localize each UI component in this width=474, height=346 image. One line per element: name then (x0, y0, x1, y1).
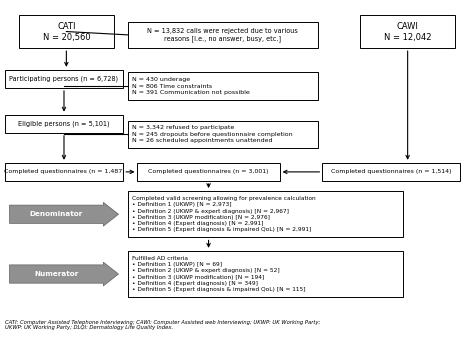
FancyBboxPatch shape (128, 191, 403, 237)
Text: N = 430 underage
N = 806 Time constraints
N = 391 Communication not possible: N = 430 underage N = 806 Time constraint… (132, 77, 249, 95)
Text: N = 3,342 refused to participate
N = 245 dropouts before questionnaire completio: N = 3,342 refused to participate N = 245… (132, 126, 292, 143)
Text: Numerator: Numerator (34, 271, 79, 277)
Text: CAWI
N = 12,042: CAWI N = 12,042 (384, 21, 431, 42)
FancyBboxPatch shape (19, 15, 114, 48)
Text: CATI: Computer Assisted Telephone Interviewing; CAWI: Computer Assisted web Inte: CATI: Computer Assisted Telephone Interv… (5, 320, 320, 330)
Text: N = 13,832 calls were rejected due to various
reasons [i.e., no answer, busy, et: N = 13,832 calls were rejected due to va… (147, 28, 298, 42)
Text: CATI
N = 20,560: CATI N = 20,560 (43, 21, 90, 42)
FancyBboxPatch shape (128, 120, 318, 148)
FancyBboxPatch shape (322, 163, 460, 181)
Text: Denominator: Denominator (30, 211, 83, 217)
Text: Eligible persons (n = 5,101): Eligible persons (n = 5,101) (18, 120, 110, 127)
Text: Completed questionnaires (n = 3,001): Completed questionnaires (n = 3,001) (148, 170, 269, 174)
FancyBboxPatch shape (128, 251, 403, 297)
FancyBboxPatch shape (137, 163, 280, 181)
FancyBboxPatch shape (5, 70, 123, 88)
FancyArrow shape (9, 262, 119, 286)
Text: Participating persons (n = 6,728): Participating persons (n = 6,728) (9, 76, 119, 82)
Text: Completed questionnaires (n = 1,487): Completed questionnaires (n = 1,487) (4, 170, 124, 174)
Text: Fulfilled AD criteria
• Definition 1 (UKWP) [N = 69]
• Definition 2 (UKWP & expe: Fulfilled AD criteria • Definition 1 (UK… (132, 256, 305, 292)
FancyBboxPatch shape (128, 21, 318, 48)
Text: Completed questionnaires (n = 1,514): Completed questionnaires (n = 1,514) (331, 170, 451, 174)
FancyBboxPatch shape (5, 115, 123, 133)
FancyBboxPatch shape (5, 163, 123, 181)
FancyBboxPatch shape (360, 15, 455, 48)
FancyArrow shape (9, 202, 119, 226)
Text: Completed valid screening allowing for prevalence calculation
• Definition 1 (UK: Completed valid screening allowing for p… (132, 196, 315, 232)
FancyBboxPatch shape (128, 72, 318, 100)
